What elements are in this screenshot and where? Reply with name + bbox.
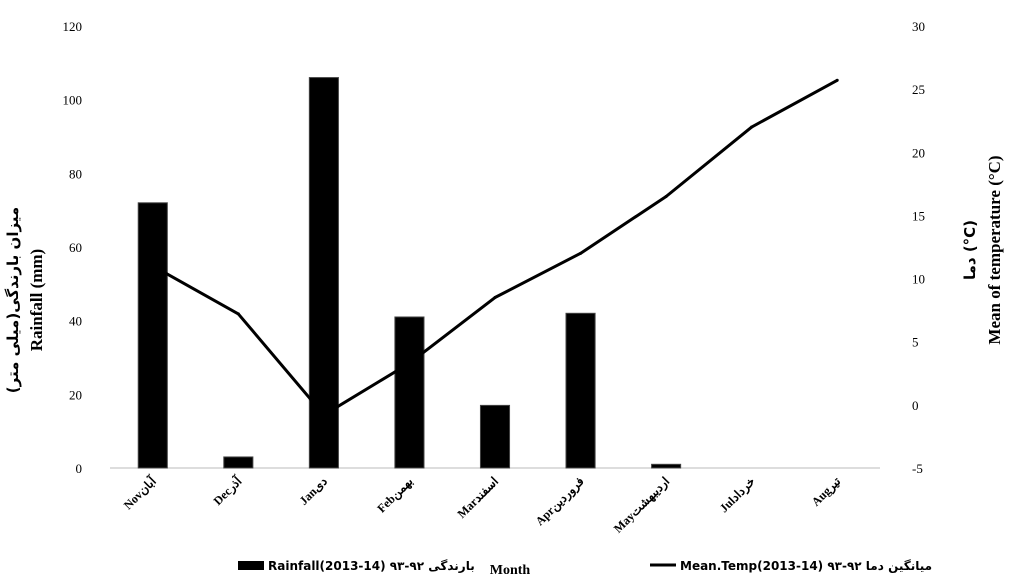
rainfall-bar xyxy=(651,463,682,469)
right-tick-label: 5 xyxy=(912,335,919,350)
legend-rainfall-swatch xyxy=(238,561,264,570)
temperature-point xyxy=(407,361,411,365)
temperature-point xyxy=(750,125,754,129)
rainfall-bar xyxy=(223,456,254,469)
temperature-point xyxy=(151,264,155,268)
temperature-point xyxy=(664,194,668,198)
x-category-label: Janدی xyxy=(296,474,330,508)
temperature-line-path xyxy=(152,78,838,417)
temperature-point xyxy=(236,312,240,316)
legend-rainfall-label: Rainfall(2013-14) بارندگی ۹۲-۹۳ xyxy=(268,559,475,573)
left-tick-label: 120 xyxy=(63,19,83,34)
legend: Rainfall(2013-14) بارندگی ۹۲-۹۳ Mean.Tem… xyxy=(238,559,932,573)
left-axis-title-en: Rainfall (mm) xyxy=(27,249,46,351)
rainfall-bar xyxy=(565,312,596,469)
temperature-point xyxy=(579,251,583,255)
left-tick-label: 80 xyxy=(69,166,82,181)
temperature-line xyxy=(151,78,839,417)
right-tick-label: -5 xyxy=(912,461,923,476)
left-tick-label: 100 xyxy=(63,93,83,108)
left-tick-label: 60 xyxy=(69,240,82,255)
x-category-label: Decآذر xyxy=(209,472,246,509)
legend-temp-label: Mean.Temp(2013-14) میانگین دما ۹۲-۹۳ xyxy=(680,559,932,573)
temperature-point xyxy=(835,78,839,82)
right-tick-label: 25 xyxy=(912,82,925,97)
x-category-label: Mayاردیبهشت xyxy=(611,474,673,536)
left-axis-ticks: 0 20 40 60 80 100 120 xyxy=(63,19,83,476)
right-tick-label: 10 xyxy=(912,272,925,287)
rainfall-bar xyxy=(394,316,425,469)
right-tick-label: 30 xyxy=(912,19,925,34)
right-tick-label: 20 xyxy=(912,145,925,160)
rainfall-bar xyxy=(479,404,511,469)
x-category-label: Novآبان xyxy=(119,472,160,513)
x-axis-title: Month xyxy=(490,563,531,578)
rainfall-bar xyxy=(137,202,168,469)
x-category-label: Julخرداد xyxy=(717,474,759,516)
right-tick-label: 15 xyxy=(912,208,925,223)
left-tick-label: 40 xyxy=(69,314,82,329)
left-axis-title-fa: میزان بارندگی(میلی متر) xyxy=(4,207,22,393)
left-tick-label: 20 xyxy=(69,387,82,402)
x-category-label: Augتیر xyxy=(809,474,845,510)
right-axis-title-en: Mean of temperature (°C) xyxy=(985,155,1004,344)
temperature-point xyxy=(322,413,326,417)
x-category-label: Marاسفند xyxy=(454,474,501,521)
temperature-point xyxy=(493,296,497,300)
x-category-label: Aprفروردین xyxy=(533,474,588,529)
right-axis-ticks: -5 0 5 10 15 20 25 30 xyxy=(912,19,925,476)
rainfall-bars xyxy=(137,77,682,469)
right-tick-label: 0 xyxy=(912,398,919,413)
x-category-label: Febبهمن xyxy=(374,474,416,516)
left-tick-label: 0 xyxy=(76,461,83,476)
right-axis-title-fa: دما (°C) xyxy=(961,220,979,280)
x-category-labels: Novآبان Decآذر Janدی Febبهمن Marاسفند Aprفرور… xyxy=(119,472,844,537)
